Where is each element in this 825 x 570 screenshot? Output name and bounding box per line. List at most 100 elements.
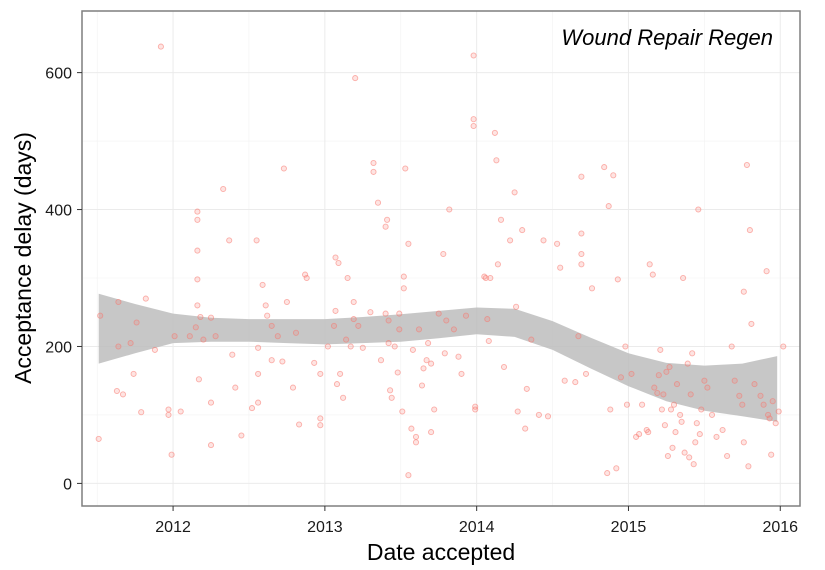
data-point	[485, 337, 492, 345]
data-point	[232, 384, 239, 391]
data-point	[604, 470, 611, 477]
data-point	[274, 333, 281, 340]
data-point	[686, 454, 693, 461]
data-point	[344, 274, 351, 282]
data-point	[724, 452, 731, 460]
data-point	[472, 406, 479, 413]
data-point	[387, 387, 394, 394]
y-tick-label: 600	[45, 66, 72, 83]
data-point	[493, 157, 500, 164]
data-point	[743, 161, 750, 169]
data-point	[757, 392, 764, 399]
x-tick-label: 2015	[611, 519, 647, 536]
data-point	[226, 237, 233, 244]
data-point	[317, 370, 324, 377]
data-point	[610, 172, 617, 179]
data-point	[482, 274, 489, 282]
data-point	[663, 368, 670, 375]
data-point	[588, 285, 596, 292]
data-point	[748, 320, 755, 327]
major-gridlines	[82, 11, 800, 506]
data-point	[470, 52, 477, 59]
data-point	[409, 346, 416, 353]
data-point	[268, 357, 275, 364]
data-point	[435, 310, 442, 317]
data-point	[666, 363, 673, 371]
data-point	[402, 165, 409, 172]
data-point	[255, 370, 262, 377]
data-point	[229, 351, 236, 358]
data-point	[119, 391, 127, 398]
data-point	[195, 376, 202, 383]
data-point	[607, 406, 614, 413]
data-point	[177, 408, 184, 415]
data-point	[400, 273, 407, 280]
data-point	[736, 392, 743, 399]
data-point	[418, 382, 426, 389]
data-point	[446, 206, 453, 213]
data-point	[130, 370, 137, 377]
data-point	[578, 250, 585, 258]
data-point	[491, 129, 498, 136]
data-point	[292, 329, 300, 336]
data-point	[279, 358, 286, 365]
data-point	[544, 413, 552, 420]
data-point	[115, 343, 122, 350]
data-point	[578, 261, 585, 268]
data-point	[731, 377, 738, 384]
data-point	[507, 237, 514, 244]
data-point	[441, 350, 448, 357]
data-point	[253, 237, 260, 244]
data-point	[523, 385, 530, 392]
data-point	[739, 401, 746, 408]
data-point	[340, 394, 347, 401]
data-point	[511, 189, 518, 196]
data-point	[207, 442, 215, 449]
data-point	[382, 223, 389, 230]
data-point	[669, 444, 676, 451]
data-point	[514, 408, 521, 415]
data-point	[197, 313, 204, 321]
data-point	[690, 461, 697, 468]
data-point	[157, 43, 164, 50]
data-point	[673, 381, 681, 388]
data-point	[455, 353, 462, 360]
data-point	[405, 240, 412, 247]
data-point	[719, 426, 726, 434]
data-point	[775, 408, 782, 415]
data-point	[649, 271, 656, 278]
data-point	[385, 340, 392, 347]
data-point	[151, 346, 158, 353]
data-point	[470, 122, 477, 130]
data-point	[628, 370, 635, 377]
data-point	[605, 203, 612, 210]
data-point	[385, 317, 392, 324]
data-point	[428, 429, 435, 436]
data-point	[212, 333, 219, 340]
data-point	[689, 350, 696, 357]
data-point	[745, 463, 752, 470]
data-point	[708, 411, 716, 418]
data-point	[554, 240, 561, 247]
data-point	[396, 326, 403, 333]
data-point	[374, 199, 382, 206]
data-point	[194, 247, 201, 254]
data-point	[165, 406, 172, 413]
data-point	[97, 312, 104, 319]
data-point	[415, 326, 423, 333]
data-point	[165, 411, 172, 418]
data-point	[115, 298, 122, 306]
data-point	[370, 159, 377, 167]
data-point	[513, 303, 520, 310]
data-point	[171, 333, 178, 340]
data-point	[200, 336, 207, 343]
data-point	[394, 369, 401, 376]
data-point	[412, 433, 420, 440]
data-point	[614, 276, 621, 283]
data-point	[654, 389, 661, 397]
data-point	[194, 302, 201, 309]
data-point	[746, 227, 753, 234]
data-point	[343, 336, 350, 343]
data-point	[450, 326, 457, 333]
x-tick-label: 2014	[459, 519, 495, 536]
